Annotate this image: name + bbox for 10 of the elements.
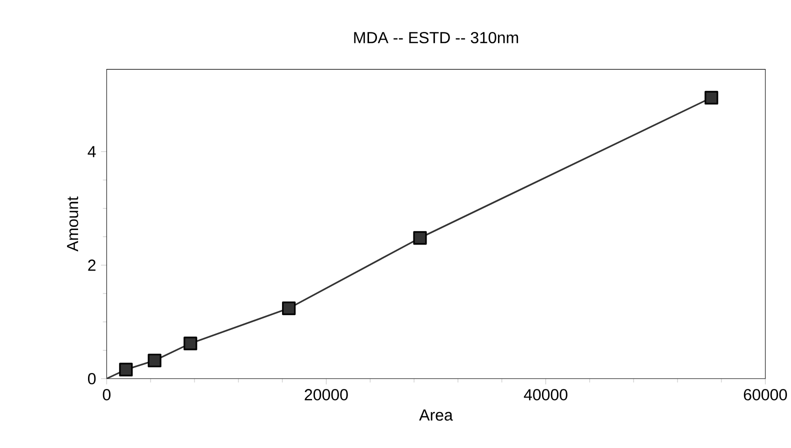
x-tick-label: 40000	[524, 389, 568, 400]
x-tick-label: 0	[102, 389, 111, 400]
chart-title: MDA -- ESTD -- 310nm	[354, 32, 518, 44]
y-axis-title: Amount	[67, 196, 78, 252]
x-tick-label: 20000	[304, 389, 348, 400]
y-tick-label: 0	[88, 372, 96, 384]
y-tick-label: 4	[88, 146, 96, 158]
x-axis-title: Area	[419, 410, 453, 421]
x-tick-label: 60000	[744, 389, 787, 400]
y-tick-label: 2	[88, 260, 96, 271]
